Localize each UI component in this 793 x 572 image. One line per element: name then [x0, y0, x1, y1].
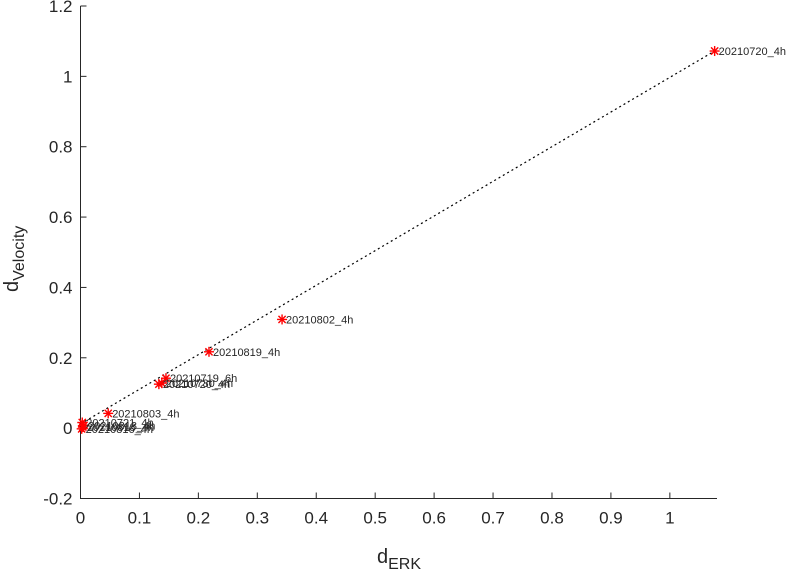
- y-tick-label: 0: [63, 419, 72, 438]
- x-tick-label: 0: [76, 509, 85, 528]
- x-tick-label: 0.8: [540, 509, 564, 528]
- points-group: [76, 46, 720, 434]
- data-point-label: 20210803_4h: [112, 408, 179, 420]
- trend-line-group: [80, 50, 715, 425]
- data-point-label: 20210816_4h: [86, 424, 153, 436]
- x-tick-label: 0.2: [187, 509, 211, 528]
- data-point-marker: [103, 408, 114, 419]
- x-tick-label: 0.6: [422, 509, 446, 528]
- y-tick-label: 0.8: [49, 138, 73, 157]
- y-tick-label: -0.2: [43, 490, 72, 509]
- y-axis-label-subscript: Velocity: [11, 226, 28, 281]
- y-tick-label: 0.6: [49, 208, 73, 227]
- y-tick-label: 1.2: [49, 0, 73, 16]
- point-labels-group: 20210720_4h 20210802_4h 20210819_4h 2021071…: [86, 46, 786, 436]
- x-tick-label: 0.5: [363, 509, 387, 528]
- data-point-label: 20210813_4h: [88, 420, 155, 432]
- x-tick-label: 0.3: [245, 509, 269, 528]
- data-point-label: 20210802_4h: [286, 314, 353, 326]
- x-tick-label: 0.9: [599, 509, 623, 528]
- data-point-marker: [277, 314, 288, 325]
- y-tick-label: 0.4: [49, 278, 73, 297]
- y-axis-label-main: d: [1, 281, 23, 292]
- x-tick-label: 0.1: [128, 509, 152, 528]
- data-point-marker: [709, 46, 720, 57]
- data-point-label: 20210819_4h: [213, 347, 280, 359]
- data-point-label: 20210818_4h: [87, 422, 154, 434]
- data-point-label: 20210720_4h: [719, 46, 786, 58]
- data-point-label: 20210721_4h: [86, 418, 153, 430]
- y-axis-label: dVelocity: [1, 226, 28, 292]
- y-tick-label: 0.2: [49, 349, 73, 368]
- data-point-label: 20210730_4h: [166, 378, 233, 390]
- x-tick-label: 0.4: [304, 509, 328, 528]
- x-axis-label: dERK: [377, 546, 421, 572]
- axes: [80, 6, 717, 499]
- data-point-marker: [203, 346, 214, 357]
- data-point-label: 20210720_4h: [163, 379, 230, 391]
- ticks: 0 0.1 0.2 0.3 0.4 0.5 0.6 0.7 0.8 0.9 1-0.200.20.4…: [43, 0, 674, 528]
- x-tick-label: 0.7: [481, 509, 505, 528]
- x-axis-label-main: d: [377, 546, 388, 568]
- y-tick-label: 1: [63, 67, 72, 86]
- data-point-marker: [153, 379, 164, 390]
- data-point-label: 20210719_6h: [170, 373, 237, 385]
- data-point-marker: [76, 423, 87, 434]
- x-axis-label-subscript: ERK: [388, 556, 421, 572]
- trend-line: [80, 50, 715, 425]
- x-tick-label: 1: [665, 509, 674, 528]
